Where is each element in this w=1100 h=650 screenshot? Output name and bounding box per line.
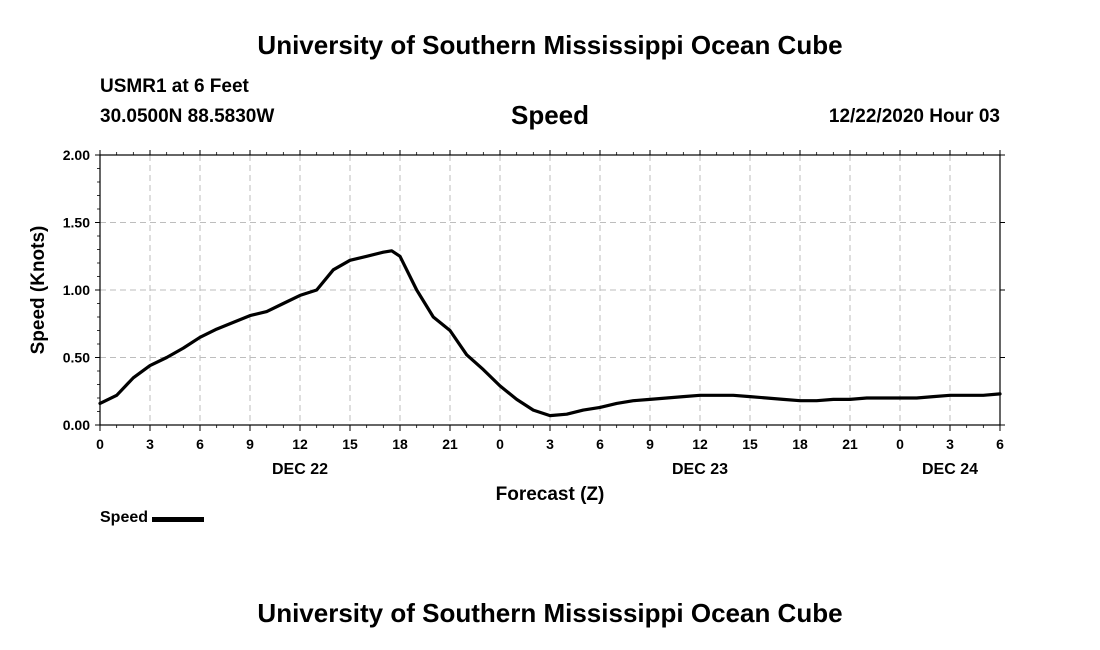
data-point <box>865 396 868 400</box>
y-tick-label: 0.50 <box>63 350 90 366</box>
data-point <box>598 406 602 409</box>
legend: Speed <box>100 509 205 527</box>
data-point <box>682 395 685 398</box>
x-tick-label: 0 <box>496 436 504 452</box>
x-tick-label: 6 <box>996 436 1004 452</box>
data-point <box>198 336 202 339</box>
x-tick-label: 18 <box>792 436 808 452</box>
x-tick-label: 21 <box>842 436 858 452</box>
date-label: DEC 24 <box>922 461 978 478</box>
data-point <box>482 368 485 371</box>
data-point <box>748 395 752 398</box>
data-point <box>165 356 168 359</box>
org-title-bottom: University of Southern Mississippi Ocean… <box>257 598 843 628</box>
legend-swatch <box>152 517 205 522</box>
data-point <box>182 346 185 350</box>
station-coordinates: 30.0500N 88.5830W <box>100 106 275 127</box>
data-point <box>715 394 718 397</box>
series-layer <box>98 249 1002 418</box>
data-point <box>932 395 935 398</box>
data-point <box>648 398 652 401</box>
data-point <box>98 402 102 405</box>
x-tick-label: 21 <box>442 436 458 452</box>
forecast-timestamp: 12/22/2020 Hour 03 <box>828 106 1000 127</box>
data-point <box>698 394 702 397</box>
x-tick-label: 3 <box>146 436 154 452</box>
data-point <box>148 364 152 367</box>
series-line-speed <box>98 249 1002 418</box>
x-tick-label: 15 <box>342 436 358 452</box>
data-point <box>948 394 952 397</box>
data-point <box>298 294 302 297</box>
plot-title: Speed <box>510 100 590 130</box>
data-point <box>215 327 218 331</box>
data-point <box>390 249 393 253</box>
x-tick-label: 18 <box>392 436 408 452</box>
data-point <box>965 394 968 397</box>
data-point <box>882 396 885 400</box>
data-point <box>582 408 585 412</box>
x-tick-label: 0 <box>96 436 104 452</box>
legend-label: Speed <box>100 509 149 526</box>
data-point <box>732 394 735 397</box>
x-tick-label: 12 <box>692 436 708 452</box>
data-point <box>382 251 385 254</box>
data-point <box>348 259 352 262</box>
data-point <box>848 398 852 401</box>
y-tick-label: 0.00 <box>63 417 90 433</box>
x-tick-label: 0 <box>896 436 904 452</box>
data-point <box>315 288 318 292</box>
data-point <box>998 392 1002 396</box>
x-tick-label: 6 <box>596 436 604 452</box>
data-point <box>782 398 785 401</box>
data-point <box>665 396 668 400</box>
data-point <box>365 255 368 258</box>
data-point <box>432 315 435 319</box>
data-point <box>498 384 502 388</box>
grid-layer <box>100 155 1000 425</box>
y-tick-label: 1.00 <box>63 282 90 298</box>
data-point <box>632 399 635 402</box>
station-label: USMR1 at 6 Feet <box>100 76 249 97</box>
data-point <box>565 413 568 416</box>
data-point <box>615 402 618 405</box>
x-tick-label: 3 <box>546 436 554 452</box>
data-point <box>248 314 252 317</box>
data-point <box>265 310 268 313</box>
y-tick-label: 2.00 <box>63 147 90 163</box>
date-label: DEC 23 <box>672 461 728 478</box>
data-point <box>815 399 818 402</box>
x-axis-label: Forecast (Z) <box>496 484 605 505</box>
data-point <box>115 394 118 397</box>
data-point <box>398 255 402 258</box>
data-point <box>915 396 918 400</box>
data-point <box>448 329 452 332</box>
x-tick-label: 9 <box>246 436 254 452</box>
data-point <box>898 396 902 400</box>
date-label: DEC 22 <box>272 461 328 478</box>
data-point <box>798 399 802 402</box>
data-point <box>282 302 285 305</box>
org-title-top: University of Southern Mississippi Ocean… <box>257 30 843 60</box>
x-tick-label: 12 <box>292 436 308 452</box>
tick-layer: 0.00 0.50 1.00 1.50 2.00 0 3 6 9 12 15 18 21 0 3 6 9 12 15… <box>63 147 1005 478</box>
x-tick-label: 15 <box>742 436 758 452</box>
x-tick-label: 3 <box>946 436 954 452</box>
data-point <box>465 353 468 356</box>
data-point <box>765 396 768 400</box>
x-tick-label: 9 <box>646 436 654 452</box>
y-axis-label: Speed (Knots) <box>28 226 49 355</box>
data-point <box>832 398 835 401</box>
y-tick-label: 1.50 <box>63 215 90 231</box>
data-point <box>548 414 552 417</box>
data-point <box>415 288 418 292</box>
data-point <box>332 268 335 271</box>
data-point <box>232 321 235 324</box>
x-tick-label: 6 <box>196 436 204 452</box>
data-point <box>532 408 535 412</box>
data-point <box>515 398 518 401</box>
data-point <box>982 394 985 397</box>
data-point <box>132 376 135 379</box>
